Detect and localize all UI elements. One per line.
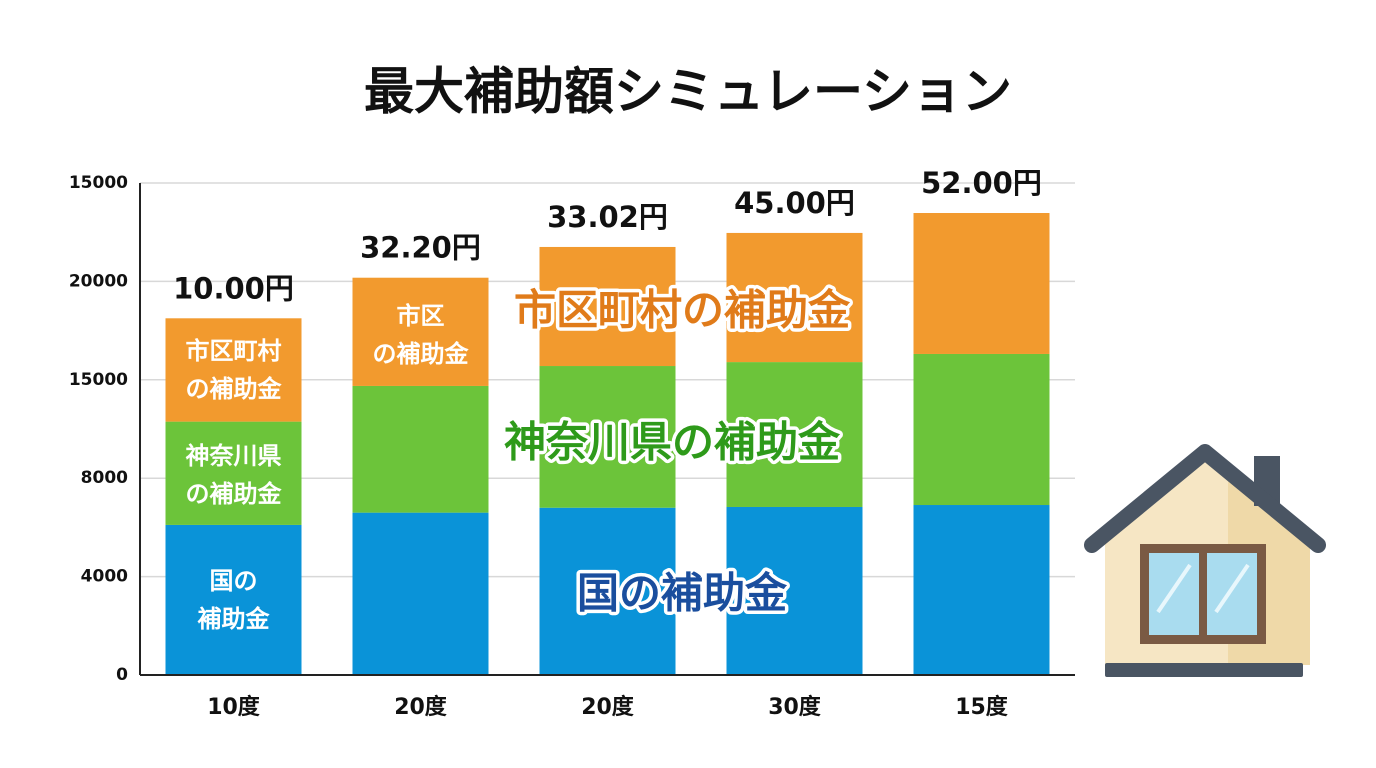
bar-segment — [352, 277, 489, 386]
x-tick-label: 15度 — [955, 694, 1009, 720]
segment-label: の補助金 — [186, 480, 283, 508]
bar-segment — [539, 366, 676, 508]
y-tick-label: 0 — [116, 665, 128, 685]
series-label: 市区町村の補助金 — [514, 286, 851, 335]
bar-segment — [165, 421, 302, 525]
series-label: 国の補助金 — [577, 569, 788, 618]
y-tick-label: 15000 — [69, 173, 128, 193]
bar-segment — [913, 213, 1050, 354]
segment-label: 神奈川県 — [186, 442, 282, 470]
x-tick-label: 10度 — [207, 694, 261, 720]
bar-segment — [352, 512, 489, 675]
bar-segment — [165, 318, 302, 422]
bar-segment — [726, 362, 863, 507]
segment-label: 補助金 — [197, 605, 271, 633]
x-tick-label: 20度 — [394, 694, 448, 720]
bar-total-label: 32.20円 — [360, 231, 481, 265]
x-tick-label: 20度 — [581, 694, 635, 720]
bar-segment — [352, 385, 489, 513]
chart-title: 最大補助額シミュレーション — [364, 63, 1012, 121]
bar-segment — [539, 507, 676, 675]
bar-segment — [726, 232, 863, 363]
y-tick-label: 8000 — [81, 468, 128, 488]
bar-segment — [165, 524, 302, 675]
bar-total-label: 45.00円 — [734, 186, 855, 220]
segment-label: 市区 — [397, 302, 445, 330]
y-tick-label: 15000 — [69, 370, 128, 390]
bar-segment — [539, 246, 676, 367]
y-tick-label: 20000 — [69, 271, 128, 291]
bar-segment — [913, 505, 1050, 675]
x-tick-label: 30度 — [768, 694, 822, 720]
bar-segment — [913, 353, 1050, 506]
bar-total-label: 10.00円 — [173, 271, 294, 305]
bar-total-label: 33.02円 — [547, 200, 668, 234]
house-icon — [1084, 444, 1326, 677]
segment-label: の補助金 — [373, 340, 470, 368]
y-tick-label: 4000 — [81, 567, 128, 587]
segment-label: の補助金 — [186, 375, 283, 403]
bar-total-label: 52.00円 — [921, 166, 1042, 200]
series-label: 神奈川県の補助金 — [504, 418, 841, 467]
segment-label: 市区町村 — [186, 337, 282, 365]
bar-segment — [726, 506, 863, 675]
segment-label: 国の — [210, 567, 258, 595]
